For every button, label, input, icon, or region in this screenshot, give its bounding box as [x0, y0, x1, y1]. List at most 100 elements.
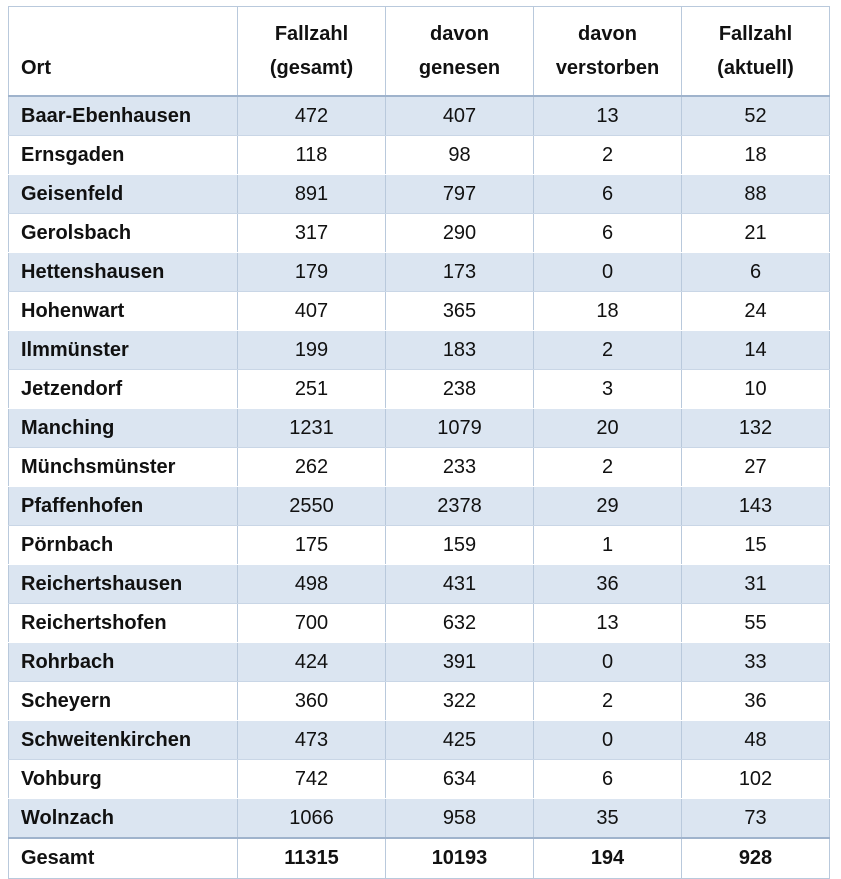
table-header-row: Ort Fallzahl (gesamt) davon genesen davo…	[8, 6, 830, 97]
table-row: Baar-Ebenhausen 472 407 13 52	[8, 96, 830, 136]
cell-verstorben: 3	[533, 369, 682, 409]
cell-verstorben: 0	[533, 642, 682, 682]
table-row: Rohrbach 424 391 0 33	[8, 642, 830, 682]
cell-gesamt: 498	[237, 564, 386, 604]
cell-aktuell: 88	[681, 174, 830, 214]
cell-gesamt: 700	[237, 603, 386, 643]
cell-genesen: 634	[385, 759, 534, 799]
cell-ort: Pfaffenhofen	[8, 486, 238, 526]
cell-verstorben: 1	[533, 525, 682, 565]
cell-gesamt: 251	[237, 369, 386, 409]
cell-verstorben: 18	[533, 291, 682, 331]
header-label-line-2: genesen	[418, 57, 501, 79]
cell-aktuell: 143	[681, 486, 830, 526]
cell-verstorben: 6	[533, 759, 682, 799]
table-row: Schweitenkirchen 473 425 0 48	[8, 720, 830, 760]
cell-genesen: 425	[385, 720, 534, 760]
cell-ort: Baar-Ebenhausen	[8, 96, 238, 136]
cell-verstorben: 13	[533, 603, 682, 643]
cell-ort: Ilmmünster	[8, 330, 238, 370]
table-row: Pfaffenhofen 2550 2378 29 143	[8, 486, 830, 526]
header-label-line-2: (gesamt)	[269, 57, 354, 79]
cell-ort: Gerolsbach	[8, 213, 238, 253]
cell-aktuell: 27	[681, 447, 830, 487]
cell-ort: Manching	[8, 408, 238, 448]
cell-gesamt: 175	[237, 525, 386, 565]
header-davon-verstorben: davon verstorben	[533, 6, 682, 97]
cell-gesamt: 199	[237, 330, 386, 370]
cell-gesamt: 472	[237, 96, 386, 136]
cell-ort: Reichertshausen	[8, 564, 238, 604]
table-total-row: Gesamt 11315 10193 194 928	[8, 837, 830, 879]
table-row: Manching 1231 1079 20 132	[8, 408, 830, 448]
cell-aktuell: 73	[681, 798, 830, 839]
cell-gesamt: 2550	[237, 486, 386, 526]
cell-aktuell: 6	[681, 252, 830, 292]
cell-genesen: 632	[385, 603, 534, 643]
cell-aktuell: 31	[681, 564, 830, 604]
header-label-line-1: davon	[430, 23, 489, 45]
cell-genesen: 290	[385, 213, 534, 253]
cell-aktuell: 102	[681, 759, 830, 799]
cell-genesen: 797	[385, 174, 534, 214]
cell-genesen: 322	[385, 681, 534, 721]
cell-aktuell: 36	[681, 681, 830, 721]
table-row: Vohburg 742 634 6 102	[8, 759, 830, 799]
cell-genesen: 431	[385, 564, 534, 604]
cell-aktuell: 18	[681, 135, 830, 175]
cell-verstorben: 35	[533, 798, 682, 839]
cell-gesamt: 360	[237, 681, 386, 721]
table-row: Hohenwart 407 365 18 24	[8, 291, 830, 331]
cell-genesen: 183	[385, 330, 534, 370]
table-row: Ilmmünster 199 183 2 14	[8, 330, 830, 370]
cell-gesamt: 424	[237, 642, 386, 682]
cell-genesen: 238	[385, 369, 534, 409]
table-row: Wolnzach 1066 958 35 73	[8, 798, 830, 839]
cell-verstorben: 2	[533, 330, 682, 370]
header-label-line-2: verstorben	[555, 57, 660, 79]
cell-gesamt: 407	[237, 291, 386, 331]
cell-ort: Geisenfeld	[8, 174, 238, 214]
header-davon-genesen: davon genesen	[385, 6, 534, 97]
cell-genesen: 407	[385, 96, 534, 136]
cell-verstorben: 20	[533, 408, 682, 448]
cell-ort: Reichertshofen	[8, 603, 238, 643]
cell-aktuell: 33	[681, 642, 830, 682]
cell-ort: Ernsgaden	[8, 135, 238, 175]
table-row: Gerolsbach 317 290 6 21	[8, 213, 830, 253]
table-row: Ernsgaden 118 98 2 18	[8, 135, 830, 175]
cell-gesamt: 742	[237, 759, 386, 799]
cell-ort: Hettenshausen	[8, 252, 238, 292]
case-count-table: Ort Fallzahl (gesamt) davon genesen davo…	[8, 6, 830, 879]
table-row: Scheyern 360 322 2 36	[8, 681, 830, 721]
header-label-line-2: (aktuell)	[717, 57, 794, 79]
cell-ort: Vohburg	[8, 759, 238, 799]
cell-verstorben: 6	[533, 213, 682, 253]
cell-gesamt: 262	[237, 447, 386, 487]
cell-ort: Wolnzach	[8, 798, 238, 839]
total-cell-gesamt: 11315	[237, 837, 386, 879]
cell-verstorben: 2	[533, 447, 682, 487]
cell-verstorben: 2	[533, 681, 682, 721]
cell-ort: Pörnbach	[8, 525, 238, 565]
cell-verstorben: 13	[533, 96, 682, 136]
table-row: Reichertshofen 700 632 13 55	[8, 603, 830, 643]
header-ort-label: Ort	[21, 57, 51, 79]
cell-genesen: 98	[385, 135, 534, 175]
cell-aktuell: 15	[681, 525, 830, 565]
cell-gesamt: 891	[237, 174, 386, 214]
cell-aktuell: 24	[681, 291, 830, 331]
table-row: Pörnbach 175 159 1 15	[8, 525, 830, 565]
table-row: Münchsmünster 262 233 2 27	[8, 447, 830, 487]
header-fallzahl-aktuell: Fallzahl (aktuell)	[681, 6, 830, 97]
cell-ort: Hohenwart	[8, 291, 238, 331]
cell-ort: Münchsmünster	[8, 447, 238, 487]
cell-verstorben: 36	[533, 564, 682, 604]
cell-genesen: 2378	[385, 486, 534, 526]
cell-genesen: 365	[385, 291, 534, 331]
table-row: Jetzendorf 251 238 3 10	[8, 369, 830, 409]
case-count-table-container: Ort Fallzahl (gesamt) davon genesen davo…	[8, 6, 830, 879]
cell-ort: Rohrbach	[8, 642, 238, 682]
cell-aktuell: 21	[681, 213, 830, 253]
cell-verstorben: 2	[533, 135, 682, 175]
